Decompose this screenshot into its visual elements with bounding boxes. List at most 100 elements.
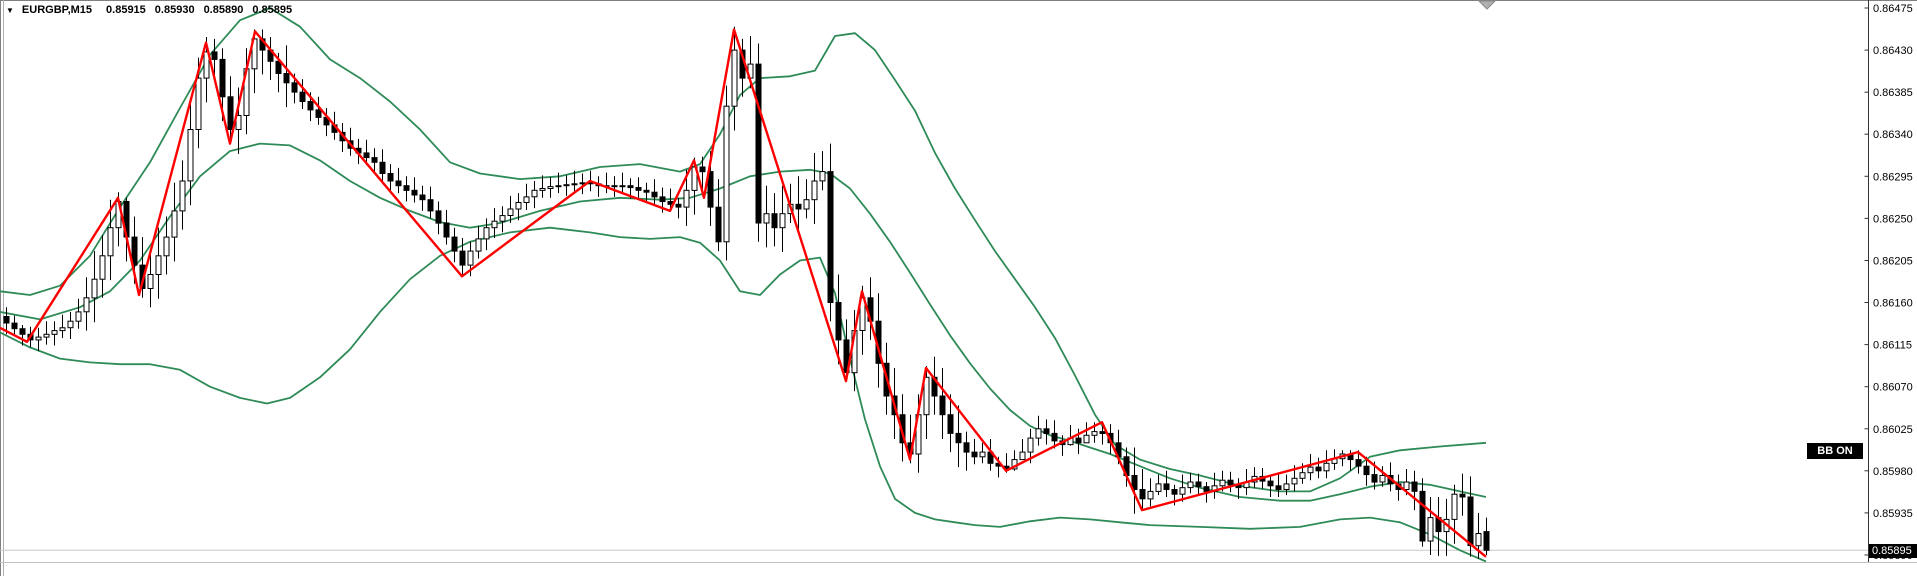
candle-bull-body	[1155, 483, 1162, 492]
candle-bear-body	[11, 322, 18, 330]
candle-bear-body	[1227, 479, 1234, 486]
price-axis-label: 0.86475	[1873, 3, 1913, 15]
candle-bull-body	[1451, 493, 1458, 520]
candle-bull-body	[467, 250, 474, 266]
candle-bull-body	[235, 115, 242, 130]
candle-bear-body	[1139, 489, 1146, 500]
candle-bull-body	[1147, 490, 1154, 500]
candle-bull-body	[91, 278, 98, 299]
candle-bull-body	[171, 210, 178, 238]
symbol-dropdown-triangle-icon: ▼	[6, 5, 14, 15]
price-axis-label: 0.86430	[1873, 45, 1913, 57]
candle-bear-body	[1099, 431, 1106, 435]
price-axis-label: 0.86340	[1873, 129, 1913, 141]
candle-bull-body	[1027, 437, 1034, 453]
candle-bull-body	[803, 199, 810, 210]
candle-bear-body	[1171, 489, 1178, 495]
candle-bull-body	[507, 208, 514, 216]
bollinger-upper-line	[0, 7, 1487, 493]
candle-bear-body	[1363, 465, 1370, 476]
candle-bull-body	[923, 376, 930, 416]
candle-bear-body	[1459, 493, 1466, 498]
candle-bear-body	[1267, 480, 1274, 487]
candle-bull-body	[1379, 475, 1386, 483]
candle-bull-body	[979, 451, 986, 458]
candle-bull-body	[1091, 431, 1098, 436]
candle-bull-body	[483, 227, 490, 240]
candle-bear-body	[363, 152, 370, 159]
price-axis-label: 0.86295	[1873, 171, 1913, 183]
candle-bear-body	[379, 161, 386, 175]
price-axis-label: 0.85935	[1873, 508, 1913, 520]
chart-shift-marker-icon[interactable]	[1477, 0, 1497, 10]
candle-bull-body	[35, 336, 42, 341]
candle-bear-body	[219, 58, 226, 98]
price-axis-label: 0.86070	[1873, 382, 1913, 394]
candle-bear-body	[3, 316, 10, 324]
candle-bull-body	[779, 213, 786, 229]
price-axis-label: 0.86115	[1873, 340, 1912, 352]
candle-bull-body	[723, 105, 730, 243]
candle-bear-body	[715, 206, 722, 243]
candle-bear-body	[1203, 486, 1210, 492]
candle-bull-body	[203, 51, 210, 79]
chart-title: ▼ EURGBP,M15 0.85915 0.85930 0.85890 0.8…	[6, 4, 301, 16]
candle-bull-body	[683, 189, 690, 208]
candle-bear-body	[675, 203, 682, 208]
candle-bull-body	[1299, 472, 1306, 479]
candle-bull-body	[539, 188, 546, 191]
candle-bear-body	[395, 180, 402, 187]
candle-bear-body	[651, 191, 658, 198]
candle-bear-body	[131, 236, 138, 266]
candle-bear-body	[771, 213, 778, 229]
ohlc-close-value: 0.85895	[252, 4, 293, 16]
price-axis-label: 0.86385	[1873, 87, 1913, 99]
candle-bull-body	[691, 166, 698, 191]
price-axis-label: 0.86160	[1873, 298, 1913, 310]
candle-bull-body	[1291, 477, 1298, 485]
candle-bull-body	[155, 255, 162, 276]
candle-bear-body	[459, 250, 466, 266]
candle-bull-body	[619, 185, 626, 188]
candle-bear-body	[227, 96, 234, 131]
candle-bull-body	[1323, 462, 1330, 472]
candle-bull-body	[75, 311, 82, 322]
candle-bear-body	[443, 222, 450, 238]
candle-bull-body	[523, 196, 530, 203]
candle-bull-body	[163, 236, 170, 257]
ohlc-open-value: 0.85915	[106, 4, 146, 16]
candle-bull-body	[571, 183, 578, 186]
candle-bull-body	[51, 330, 58, 335]
candle-bear-body	[1131, 475, 1138, 490]
candle-bull-body	[579, 182, 586, 185]
candle-bear-body	[275, 60, 282, 74]
candle-bear-body	[1043, 428, 1050, 434]
candle-bear-body	[19, 328, 26, 335]
bb-indicator-toggle-badge[interactable]: BB ON	[1807, 443, 1863, 459]
candle-bull-body	[99, 255, 106, 280]
candle-bear-body	[283, 73, 290, 84]
candle-bull-body	[547, 186, 554, 190]
current-price-tag: 0.85895	[1869, 544, 1917, 558]
candle-bull-body	[83, 297, 90, 313]
candle-bull-body	[1019, 451, 1026, 461]
candle-bear-body	[403, 185, 410, 191]
candle-bear-body	[427, 199, 434, 212]
bollinger-middle-line	[0, 142, 1487, 502]
candle-bull-body	[195, 77, 202, 130]
candle-bear-body	[1051, 432, 1058, 442]
candle-bull-body	[1307, 466, 1314, 474]
candle-bear-body	[307, 101, 314, 111]
candle-bull-body	[475, 238, 482, 252]
candle-bull-body	[499, 215, 506, 222]
candle-bull-body	[1035, 428, 1042, 439]
price-axis-label: 0.86250	[1873, 213, 1913, 225]
candle-bear-body	[955, 432, 962, 444]
candle-bear-body	[939, 395, 946, 416]
candle-bull-body	[59, 327, 66, 332]
candle-bull-body	[179, 180, 186, 212]
candle-bear-body	[299, 91, 306, 102]
candle-bear-body	[411, 189, 418, 196]
